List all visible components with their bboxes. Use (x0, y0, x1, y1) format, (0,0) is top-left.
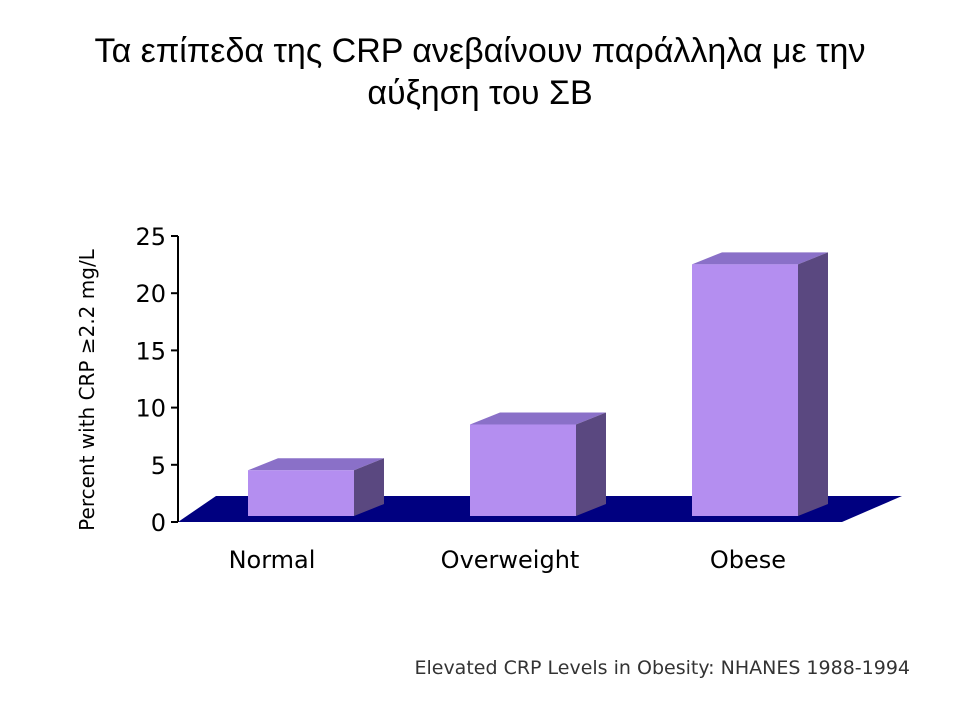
x-category-label: Overweight (441, 546, 580, 574)
y-tick-label: 15 (135, 337, 166, 365)
y-tick-label: 5 (151, 452, 166, 480)
bar-side-face (576, 412, 606, 516)
bar-top-face (470, 412, 606, 425)
y-tick-label: 20 (135, 280, 166, 308)
x-category-label: Obese (710, 546, 786, 574)
bar-top-face (248, 458, 384, 471)
bar-side-face (798, 252, 828, 516)
title-line-1: Τα επίπεδα της CRP ανεβαίνουν παράλληλα … (94, 32, 866, 70)
y-axis-label: Percent with CRP ≥2.2 mg/L (75, 249, 99, 531)
bar-side-face (354, 458, 384, 516)
source-caption: Elevated CRP Levels in Obesity: NHANES 1… (414, 657, 910, 679)
y-tick-label: 25 (135, 223, 166, 251)
bar-normal (248, 458, 384, 516)
bar-front-face (248, 470, 354, 516)
bar-front-face (470, 424, 576, 516)
y-tick-label: 10 (135, 395, 166, 423)
bar-front-face (692, 264, 798, 516)
chart-title: Τα επίπεδα της CRP ανεβαίνουν παράλληλα … (0, 30, 960, 114)
bar-overweight (470, 412, 606, 516)
title-line-2: αύξηση του ΣΒ (367, 74, 593, 112)
bar-top-face (692, 252, 828, 265)
x-category-label: Normal (229, 546, 316, 574)
y-tick-label: 0 (151, 509, 166, 537)
bar-obese (692, 252, 828, 516)
